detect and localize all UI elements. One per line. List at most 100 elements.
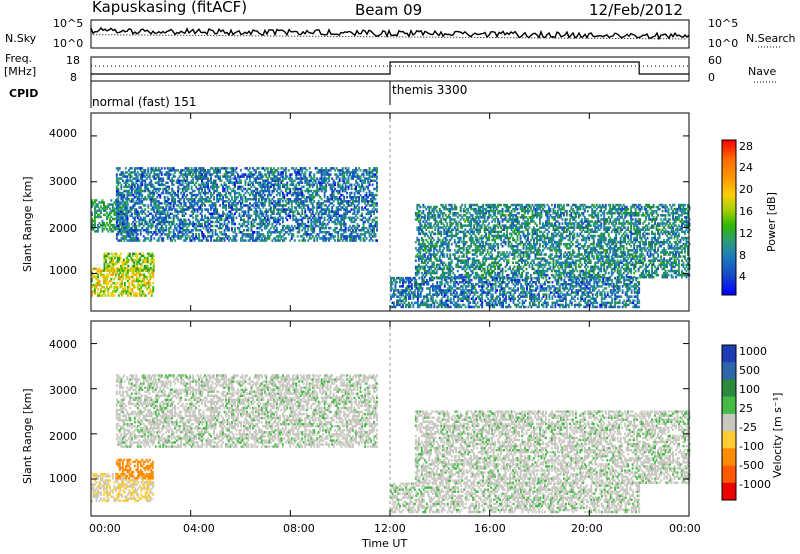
power-cell <box>499 298 501 301</box>
power-cell <box>161 171 163 174</box>
power-cell <box>360 169 362 172</box>
power-cell <box>303 194 305 197</box>
power-cell <box>201 208 203 211</box>
power-cell <box>100 216 102 219</box>
power-cell <box>261 229 263 232</box>
power-cell <box>258 167 260 170</box>
power-cell <box>376 167 378 170</box>
power-cell <box>288 169 290 172</box>
power-cell <box>334 239 336 242</box>
power-cell <box>301 182 303 185</box>
power-cell <box>150 180 152 183</box>
power-cell <box>201 215 203 218</box>
power-cell <box>153 255 155 258</box>
power-cell <box>115 269 117 272</box>
power-cell <box>396 281 398 284</box>
power-cell <box>523 287 525 290</box>
power-region-3 <box>116 167 378 242</box>
power-cell <box>120 257 122 260</box>
power-cell <box>517 287 519 290</box>
power-cell <box>411 283 413 286</box>
power-cell <box>289 215 291 218</box>
power-cell <box>447 295 449 298</box>
power-cell <box>108 253 110 256</box>
power-cell <box>231 196 233 199</box>
power-cell <box>415 279 417 282</box>
power-cell <box>510 306 512 309</box>
power-cell <box>159 188 161 191</box>
power-cell <box>313 173 315 176</box>
power-cell <box>96 199 98 202</box>
power-cell <box>173 180 175 183</box>
power-cell <box>195 233 197 236</box>
power-cell <box>376 239 378 242</box>
power-cell <box>358 225 360 228</box>
power-cell <box>477 291 479 294</box>
power-cell <box>307 204 309 207</box>
power-cell <box>227 167 229 170</box>
power-cell <box>366 192 368 195</box>
power-panel-echoes <box>91 167 690 308</box>
power-cell <box>267 167 269 170</box>
power-cell <box>334 182 336 185</box>
power-cell <box>179 188 181 191</box>
power-cell <box>119 167 121 170</box>
power-cell <box>289 188 291 191</box>
power-cell <box>298 239 300 242</box>
power-cell <box>216 208 218 211</box>
power-cell <box>343 196 345 199</box>
power-cell <box>128 282 130 285</box>
power-cell <box>519 302 521 305</box>
power-cell <box>123 194 125 197</box>
power-cell <box>124 282 126 285</box>
power-cell <box>136 292 138 295</box>
power-cell <box>234 223 236 226</box>
power-cell <box>375 233 377 236</box>
power-cell <box>185 213 187 216</box>
power-cell <box>135 225 137 228</box>
power-cell <box>418 277 420 280</box>
power-cell <box>168 186 170 189</box>
power-cell <box>142 253 144 256</box>
power-cell <box>447 281 449 284</box>
power-cell <box>201 223 203 226</box>
power-cell <box>376 182 378 185</box>
power-cell <box>254 225 256 228</box>
power-cell <box>153 259 155 262</box>
power-cell <box>116 286 118 289</box>
power-cell <box>131 213 133 216</box>
power-cell <box>450 298 452 301</box>
power-cell <box>251 208 253 211</box>
power-cell <box>376 217 378 220</box>
power-cell <box>361 213 363 216</box>
power-cell <box>110 199 112 202</box>
power-cell <box>532 285 534 288</box>
power-cell <box>433 277 435 280</box>
power-cell <box>240 169 242 172</box>
power-cell <box>525 300 527 303</box>
power-cell <box>147 265 149 268</box>
power-cell <box>144 208 146 211</box>
power-cell <box>131 167 133 170</box>
power-cell <box>236 167 238 170</box>
power-cell <box>137 233 139 236</box>
power-region-1 <box>104 253 155 272</box>
power-cell <box>115 253 117 256</box>
power-cell <box>116 173 118 176</box>
power-cell <box>126 215 128 218</box>
power-cell <box>164 196 166 199</box>
power-cell <box>304 208 306 211</box>
power-cell <box>372 239 374 242</box>
power-cell <box>173 184 175 187</box>
power-cell <box>496 289 498 292</box>
power-cell <box>120 253 122 256</box>
power-cell <box>303 186 305 189</box>
power-cell <box>129 253 131 256</box>
power-cell <box>228 227 230 230</box>
power-cell <box>110 278 112 281</box>
power-cell <box>215 180 217 183</box>
power-cell <box>330 227 332 230</box>
power-cell <box>127 265 129 268</box>
power-cell <box>144 169 146 172</box>
power-cell <box>251 215 253 218</box>
